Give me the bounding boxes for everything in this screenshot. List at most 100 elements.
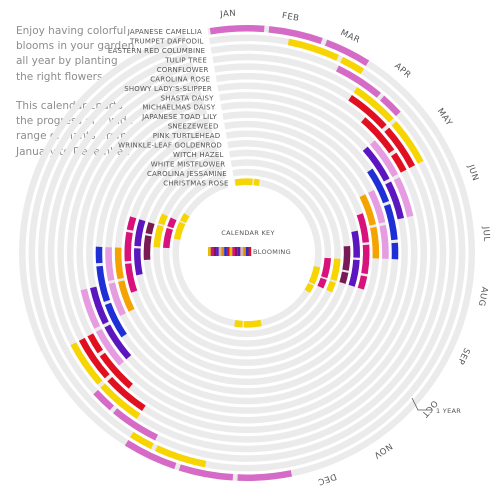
- calendar-key: CALENDAR KEY BLOOMING: [208, 229, 291, 256]
- plant-label: SHOWY LADY'S-SLIPPER: [124, 85, 212, 93]
- bloom-segment: [356, 213, 370, 243]
- bloom-segment: [113, 408, 158, 441]
- bloom-segment: [153, 224, 164, 248]
- bloom-segment: [339, 271, 349, 284]
- month-label: JUN: [465, 163, 480, 183]
- bloom-segment: [234, 320, 243, 328]
- key-swatch: [221, 247, 225, 256]
- bloom-segment: [369, 140, 399, 178]
- bloom-segment: [95, 246, 103, 264]
- bloom-segment: [114, 247, 124, 280]
- key-swatch: [216, 247, 219, 256]
- bloom-segment: [391, 242, 399, 260]
- bloom-segment: [234, 178, 253, 186]
- bloom-segment: [95, 328, 125, 366]
- bloom-segment: [385, 181, 405, 220]
- bloom-segment: [209, 24, 265, 35]
- month-label: JUL: [480, 225, 491, 242]
- bloom-segment: [107, 376, 146, 411]
- plant-label: SHASTA DAISY: [161, 94, 214, 102]
- month-label: MAR: [339, 28, 362, 46]
- month-label: DEC: [316, 471, 338, 487]
- month-label: MAY: [435, 107, 454, 129]
- bloom-segment: [361, 244, 370, 275]
- bloom-segment: [253, 178, 260, 186]
- month-label: SEP: [455, 346, 472, 366]
- plant-label: WRINKLE-LEAF GOLDENROD: [118, 142, 222, 150]
- bloom-segment: [105, 247, 115, 282]
- key-swatch: [229, 247, 233, 256]
- bloom-segment: [370, 226, 380, 259]
- bloom-segment: [100, 383, 141, 419]
- bloom-segment: [87, 333, 103, 354]
- bloom-segment: [391, 121, 424, 164]
- bloom-segment: [243, 319, 262, 328]
- plant-label: WHITE MISTFLOWER: [151, 160, 226, 168]
- bloom-segment: [287, 38, 339, 61]
- key-swatch: [243, 247, 246, 256]
- bloom-segment: [342, 245, 351, 271]
- bloom-segment: [324, 39, 370, 66]
- bloom-segment: [359, 194, 376, 226]
- bloom-segment: [93, 389, 115, 411]
- bloom-segment: [178, 464, 234, 481]
- bloom-segment: [96, 265, 111, 303]
- calendar-key-title: CALENDAR KEY: [221, 229, 274, 237]
- bloom-segment: [379, 95, 401, 117]
- bloom-segment: [70, 342, 103, 385]
- bloom-segment: [317, 277, 327, 289]
- key-swatch: [245, 247, 249, 256]
- bloom-segment: [304, 282, 314, 293]
- plant-label: CAROLINA ROSE: [150, 75, 210, 83]
- bloom-segment: [126, 216, 137, 231]
- calendar-key-swatches: [208, 247, 252, 256]
- key-swatch: [224, 247, 227, 256]
- month-label: NOV: [371, 441, 393, 461]
- key-swatch: [237, 247, 241, 256]
- bloom-segment: [124, 263, 138, 293]
- bloom-segment: [78, 337, 110, 379]
- bloom-segment: [155, 445, 207, 468]
- bloom-segment: [143, 235, 152, 261]
- bloom-segment: [340, 56, 365, 75]
- bloom-segment: [237, 470, 293, 481]
- bloom-segment: [108, 282, 126, 317]
- bloom-segment: [104, 302, 127, 338]
- bloom-segment: [104, 324, 132, 360]
- bloom-segment: [353, 87, 394, 123]
- bloom-segment: [129, 431, 154, 450]
- bloom-segment: [351, 230, 360, 258]
- month-label: AUG: [476, 286, 490, 308]
- one-year-leader-line: [411, 397, 432, 411]
- bloom-segment: [348, 95, 387, 130]
- month-label: APR: [392, 61, 412, 81]
- plant-label: CAROLINA JESSAMINE: [147, 170, 227, 178]
- bloom-segment: [321, 257, 332, 279]
- plant-label: JAPANESE TOAD LILY: [141, 113, 217, 121]
- key-swatch: [208, 247, 211, 256]
- calendar-key-blooming-label: BLOOMING: [253, 248, 291, 256]
- plant-label: CORNFLOWER: [157, 66, 209, 74]
- bloom-rings: [18, 24, 475, 481]
- bloom-segment: [391, 152, 407, 173]
- bloom-segment: [89, 286, 109, 325]
- bloom-segment: [162, 227, 173, 249]
- bloom-segment: [167, 217, 177, 229]
- bloom-segment: [134, 219, 146, 247]
- bloom-segment: [393, 177, 414, 218]
- bloom-segment: [336, 65, 381, 98]
- bloom-segment: [361, 117, 395, 154]
- plant-label: SNEEZEWEED: [168, 123, 219, 131]
- key-swatch: [232, 247, 235, 256]
- bloom-segment: [383, 203, 398, 241]
- plant-label: MICHAELMAS DAISY: [142, 104, 215, 112]
- key-swatch: [240, 247, 244, 256]
- bloom-segment: [158, 213, 168, 226]
- bloom-segment: [80, 288, 101, 329]
- bloom-segment: [145, 222, 155, 235]
- bloom-segment: [134, 248, 143, 276]
- plant-label: TRUMPET DAFFODIL: [129, 38, 204, 46]
- plant-labels: JAPANESE CAMELLIA TRUMPET DAFFODILEASTERN…: [108, 28, 229, 187]
- intro-paragraph-1: Enjoy having colorful blooms in your gar…: [16, 25, 135, 83]
